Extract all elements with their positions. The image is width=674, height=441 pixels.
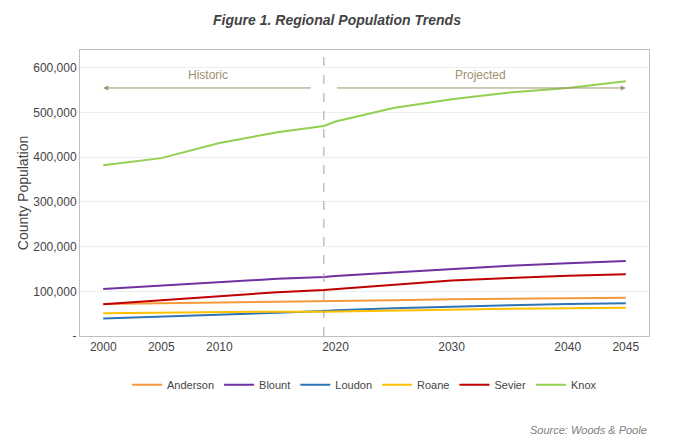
svg-text:600,000: 600,000 (33, 61, 77, 75)
svg-text:-: - (73, 329, 77, 343)
svg-text:Sevier: Sevier (494, 379, 526, 391)
svg-text:Loudon: Loudon (335, 379, 372, 391)
svg-text:2030: 2030 (438, 340, 465, 354)
svg-text:Anderson: Anderson (167, 379, 214, 391)
svg-text:Source: Woods & Poole: Source: Woods & Poole (530, 424, 647, 436)
svg-text:400,000: 400,000 (33, 150, 77, 164)
svg-text:2010: 2010 (206, 340, 233, 354)
svg-text:2000: 2000 (90, 340, 117, 354)
svg-text:Projected: Projected (455, 68, 506, 82)
svg-text:Figure 1. Regional Population: Figure 1. Regional Population Trends (213, 12, 461, 28)
svg-text:200,000: 200,000 (33, 240, 77, 254)
svg-text:2045: 2045 (612, 340, 639, 354)
svg-text:2040: 2040 (554, 340, 581, 354)
svg-text:Blount: Blount (259, 379, 290, 391)
svg-text:2020: 2020 (322, 340, 349, 354)
svg-text:County Population: County Population (15, 136, 31, 250)
svg-text:Roane: Roane (417, 379, 449, 391)
svg-text:500,000: 500,000 (33, 106, 77, 120)
svg-text:Knox: Knox (571, 379, 597, 391)
svg-text:300,000: 300,000 (33, 195, 77, 209)
svg-text:100,000: 100,000 (33, 285, 77, 299)
svg-text:2005: 2005 (148, 340, 175, 354)
svg-text:Historic: Historic (188, 68, 228, 82)
